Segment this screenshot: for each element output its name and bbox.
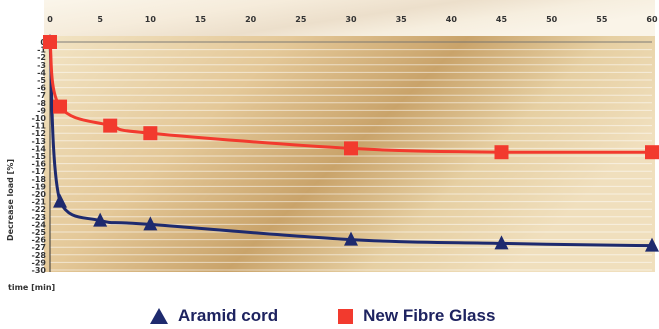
- y-tick-label: -9: [37, 106, 46, 115]
- x-tick-label: 25: [295, 15, 307, 24]
- x-tick-labels: 0 5 10 15 20 25 30 35 40 45 50 55 60: [47, 15, 658, 24]
- top-band: [44, 0, 655, 36]
- y-tick-label: -12: [32, 129, 46, 138]
- x-tick-label: 10: [145, 15, 157, 24]
- legend: Aramid cord New Fibre Glass: [150, 306, 495, 326]
- y-tick-label: -21: [32, 198, 47, 207]
- data-point-square: [344, 141, 358, 156]
- y-tick-label: -24: [32, 220, 47, 229]
- y-tick-label: -30: [32, 266, 47, 275]
- x-tick-label: 20: [245, 15, 257, 24]
- series-layer: [43, 34, 659, 252]
- y-tick-label: -26: [32, 236, 47, 245]
- x-tick-label: 35: [396, 15, 408, 24]
- legend-item-aramid: Aramid cord: [150, 306, 278, 326]
- y-tick-label: -22: [32, 205, 46, 214]
- y-tick-label: -17: [32, 167, 46, 176]
- x-tick-label: 30: [345, 15, 357, 24]
- data-point-square: [53, 99, 68, 114]
- data-point-square: [103, 118, 118, 133]
- data-point-triangle: [53, 193, 68, 208]
- y-tick-label: -8: [37, 99, 46, 108]
- y-tick-label: -3: [37, 61, 46, 70]
- data-point-square: [143, 126, 158, 141]
- y-tick-label: -16: [32, 160, 47, 169]
- y-tick-label: -19: [32, 182, 47, 191]
- data-point-triangle: [93, 212, 108, 227]
- y-tick-label: -27: [32, 243, 46, 252]
- y-tick-label: -29: [32, 258, 47, 267]
- y-tick-label: -10: [32, 114, 47, 123]
- y-axis-label: Decrease load [%]: [6, 159, 15, 241]
- data-point-triangle: [645, 237, 659, 252]
- y-tick-label: -7: [37, 91, 46, 100]
- grid: [50, 41, 652, 271]
- legend-item-fibre-glass: New Fibre Glass: [338, 306, 495, 326]
- triangle-marker-icon: [150, 308, 168, 324]
- x-tick-label: 5: [97, 15, 103, 24]
- data-point-square: [43, 35, 57, 49]
- data-point-square: [494, 145, 509, 160]
- y-tick-label: -11: [32, 122, 47, 131]
- square-marker-icon: [338, 308, 354, 324]
- legend-label-aramid: Aramid cord: [178, 306, 279, 325]
- y-tick-label: -2: [37, 53, 46, 62]
- data-point-triangle: [344, 231, 358, 246]
- x-tick-label: 15: [195, 15, 207, 24]
- legend-label-fibre-glass: New Fibre Glass: [363, 306, 496, 325]
- y-tick-label: -1: [37, 46, 46, 55]
- y-tick-labels: 0-1-2-3-4-5-6-7-8-9-10-11-12-13-14-15-16…: [32, 38, 47, 275]
- x-tick-label: 55: [596, 15, 608, 24]
- x-tick-label: 45: [496, 15, 508, 24]
- x-axis-label: time [min]: [8, 283, 55, 292]
- data-point-triangle: [143, 216, 158, 231]
- y-tick-label: -4: [37, 68, 46, 77]
- y-tick-label: -28: [32, 251, 47, 260]
- y-tick-label: -25: [32, 228, 47, 237]
- x-tick-label: 40: [446, 15, 458, 24]
- x-tick-label: 50: [546, 15, 558, 24]
- y-tick-label: -20: [32, 190, 47, 199]
- data-point-square: [645, 145, 659, 160]
- y-tick-label: -6: [37, 84, 46, 93]
- y-tick-label: -14: [32, 144, 47, 153]
- y-tick-label: -5: [37, 76, 46, 85]
- y-tick-label: -13: [32, 137, 46, 146]
- data-point-triangle: [494, 235, 509, 250]
- y-tick-label: -15: [32, 152, 47, 161]
- x-tick-label: 60: [646, 15, 658, 24]
- y-tick-label: -23: [32, 213, 46, 222]
- x-tick-label: 0: [47, 15, 53, 24]
- y-tick-label: -18: [32, 175, 47, 184]
